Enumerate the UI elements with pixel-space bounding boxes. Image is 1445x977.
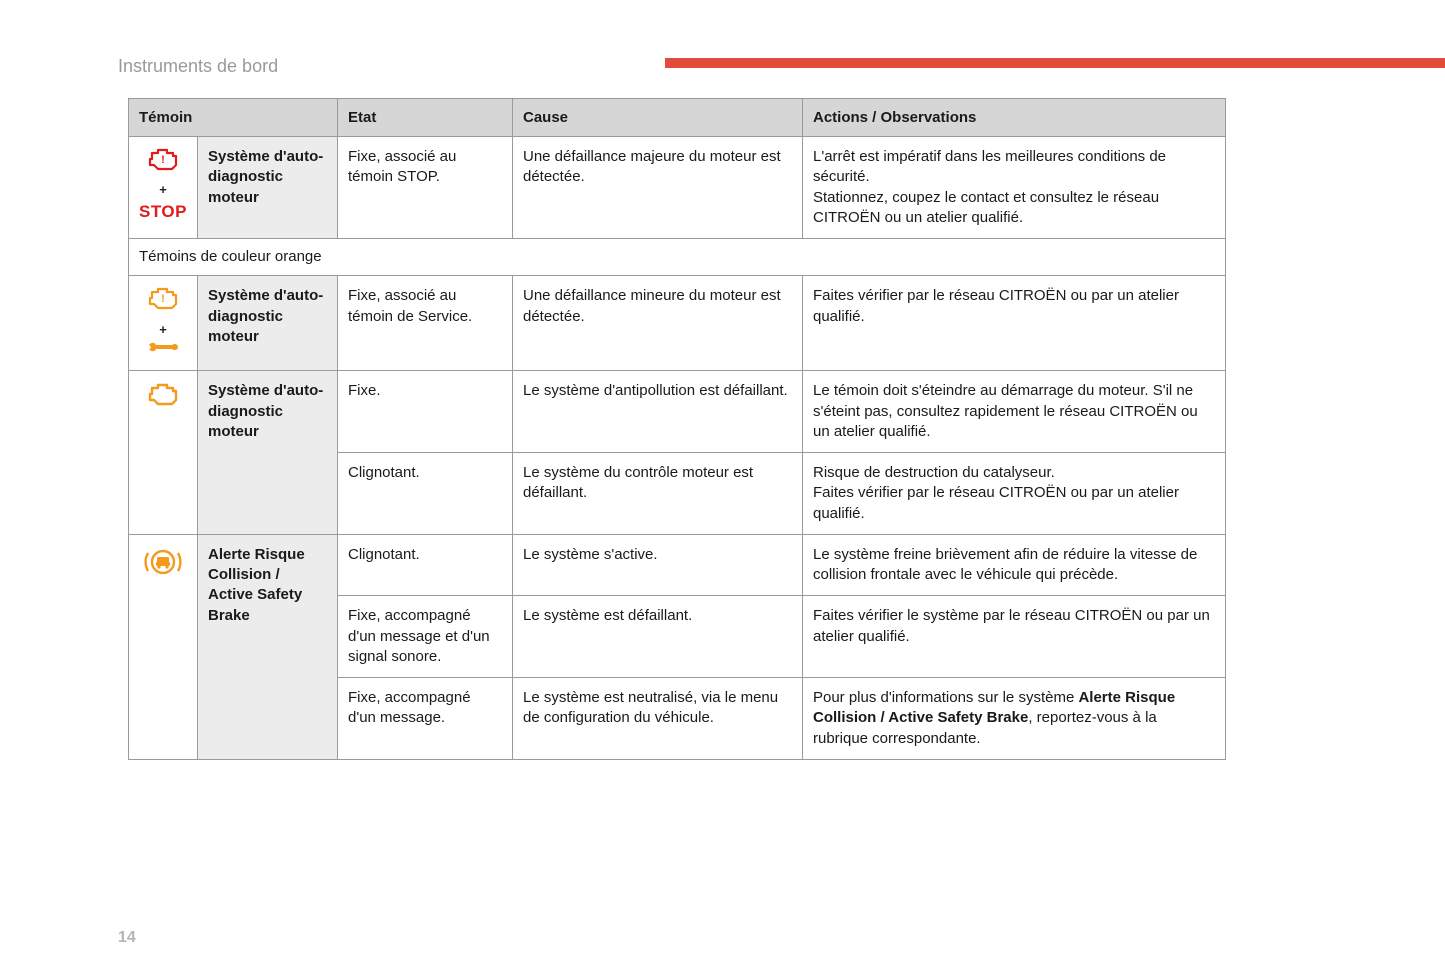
actions-cell: Le système freine brièvement afin de réd… bbox=[802, 534, 1225, 596]
cause-cell: Une défaillance mineure du moteur est dé… bbox=[512, 276, 802, 371]
etat-cell: Fixe, accompagné d'un message. bbox=[337, 678, 512, 760]
table-row: Système d'auto-diagnostic moteur Fixe. L… bbox=[129, 371, 1226, 453]
actions-cell: Risque de destruction du catalyseur.Fait… bbox=[802, 453, 1225, 535]
page-number: 14 bbox=[118, 929, 136, 947]
actions-cell: L'arrêt est impératif dans les meilleure… bbox=[802, 137, 1225, 239]
engine-warning-icon: ! bbox=[145, 286, 181, 318]
header-accent-bar bbox=[665, 58, 1445, 68]
page-title: Instruments de bord bbox=[118, 56, 278, 77]
cause-cell: Le système est défaillant. bbox=[512, 596, 802, 678]
actions-cell: Le témoin doit s'éteindre au démarrage d… bbox=[802, 371, 1225, 453]
indicator-name: Système d'auto-diagnostic moteur bbox=[197, 276, 337, 371]
actions-text-prefix: Pour plus d'informations sur le système bbox=[813, 689, 1078, 706]
etat-cell: Fixe, associé au témoin STOP. bbox=[337, 137, 512, 239]
cause-cell: Le système du contrôle moteur est défail… bbox=[512, 453, 802, 535]
col-cause: Cause bbox=[512, 99, 802, 137]
svg-text:!: ! bbox=[161, 154, 165, 166]
indicator-name: Alerte Risque Collision / Active Safety … bbox=[197, 534, 337, 759]
icon-cell: ! + bbox=[129, 276, 198, 371]
collision-alert-icon bbox=[143, 545, 183, 585]
etat-cell: Fixe, accompagné d'un message et d'un si… bbox=[337, 596, 512, 678]
table-row: ! + STOP Système d'auto-diagnostic moteu… bbox=[129, 137, 1226, 239]
etat-cell: Fixe. bbox=[337, 371, 512, 453]
actions-cell: Pour plus d'informations sur le système … bbox=[802, 678, 1225, 760]
engine-warning-icon bbox=[145, 381, 181, 415]
cause-cell: Le système s'active. bbox=[512, 534, 802, 596]
svg-text:!: ! bbox=[161, 293, 165, 305]
etat-cell: Clignotant. bbox=[337, 453, 512, 535]
engine-warning-icon: ! bbox=[145, 147, 181, 179]
stop-text-icon: STOP bbox=[139, 201, 187, 224]
section-label: Témoins de couleur orange bbox=[129, 239, 1226, 276]
indicator-name: Système d'auto-diagnostic moteur bbox=[197, 137, 337, 239]
col-temoin: Témoin bbox=[129, 99, 338, 137]
etat-cell: Fixe, associé au témoin de Service. bbox=[337, 276, 512, 371]
etat-cell: Clignotant. bbox=[337, 534, 512, 596]
table-row: ! + Système d'auto-diagnostic moteur Fix… bbox=[129, 276, 1226, 371]
plus-symbol: + bbox=[159, 181, 167, 199]
plus-symbol: + bbox=[159, 321, 167, 339]
section-row-orange: Témoins de couleur orange bbox=[129, 239, 1226, 276]
icon-cell bbox=[129, 371, 198, 535]
cause-cell: Une défaillance majeure du moteur est dé… bbox=[512, 137, 802, 239]
col-etat: Etat bbox=[337, 99, 512, 137]
actions-cell: Faites vérifier le système par le réseau… bbox=[802, 596, 1225, 678]
actions-cell: Faites vérifier par le réseau CITROËN ou… bbox=[802, 276, 1225, 371]
icon-cell bbox=[129, 534, 198, 759]
table-row: Alerte Risque Collision / Active Safety … bbox=[129, 534, 1226, 596]
icon-cell: ! + STOP bbox=[129, 137, 198, 239]
table-header-row: Témoin Etat Cause Actions / Observations bbox=[129, 99, 1226, 137]
warning-lights-table: Témoin Etat Cause Actions / Observations… bbox=[128, 98, 1226, 760]
cause-cell: Le système d'antipollution est défaillan… bbox=[512, 371, 802, 453]
col-actions: Actions / Observations bbox=[802, 99, 1225, 137]
cause-cell: Le système est neutralisé, via le menu d… bbox=[512, 678, 802, 760]
wrench-icon bbox=[145, 340, 181, 360]
indicator-name: Système d'auto-diagnostic moteur bbox=[197, 371, 337, 535]
